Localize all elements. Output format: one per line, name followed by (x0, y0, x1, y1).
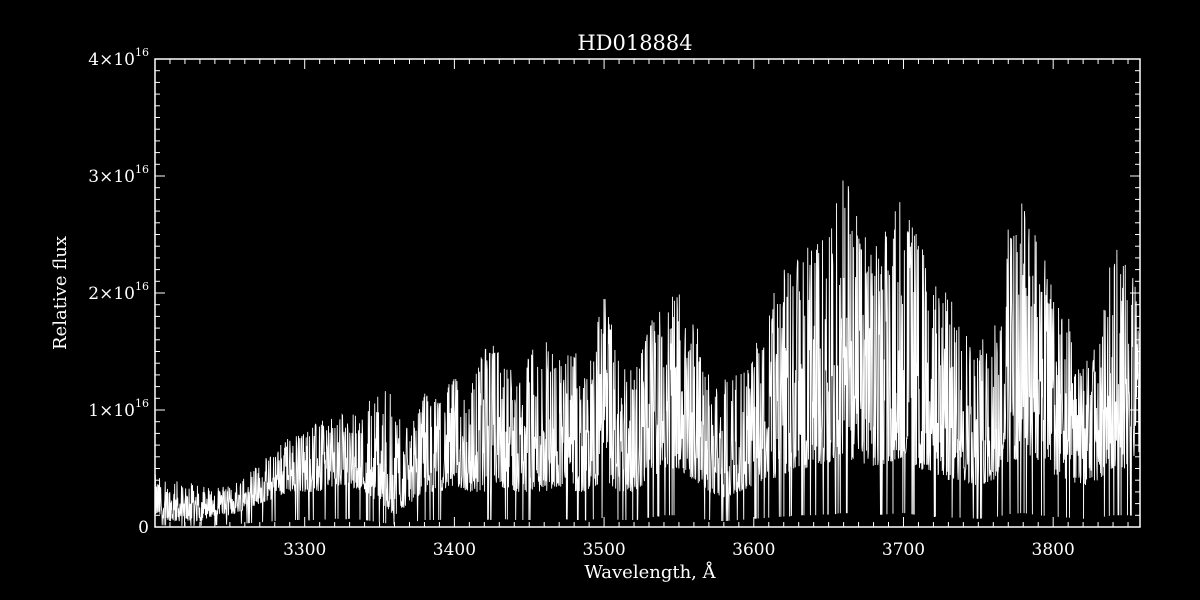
x-tick-label: 3500 (582, 540, 625, 560)
x-tick-label: 3600 (732, 540, 775, 560)
x-axis-label: Wavelength, Å (584, 561, 716, 583)
y-axis-ticks: 0 1×1016 2×1016 3×1016 4×1016 (88, 46, 1140, 538)
y-tick-label: 1×1016 (88, 397, 149, 421)
y-tick-label: 2×1016 (88, 280, 149, 304)
spectrum-series-line (155, 180, 1140, 526)
x-axis-ticks: 3300 3400 3500 3600 3700 3800 (154, 59, 1129, 560)
x-tick-label: 3700 (882, 540, 925, 560)
plot-area (155, 180, 1140, 526)
y-tick-label: 3×1016 (88, 163, 149, 187)
x-tick-label: 3300 (283, 540, 326, 560)
y-tick-label: 0 (138, 518, 149, 538)
x-tick-label: 3400 (433, 540, 476, 560)
x-tick-label: 3800 (1032, 540, 1075, 560)
y-tick-label: 4×1016 (88, 46, 149, 70)
chart-title: HD018884 (577, 31, 692, 55)
plot-frame (154, 58, 1141, 528)
y-axis-label: Relative flux (50, 236, 71, 350)
